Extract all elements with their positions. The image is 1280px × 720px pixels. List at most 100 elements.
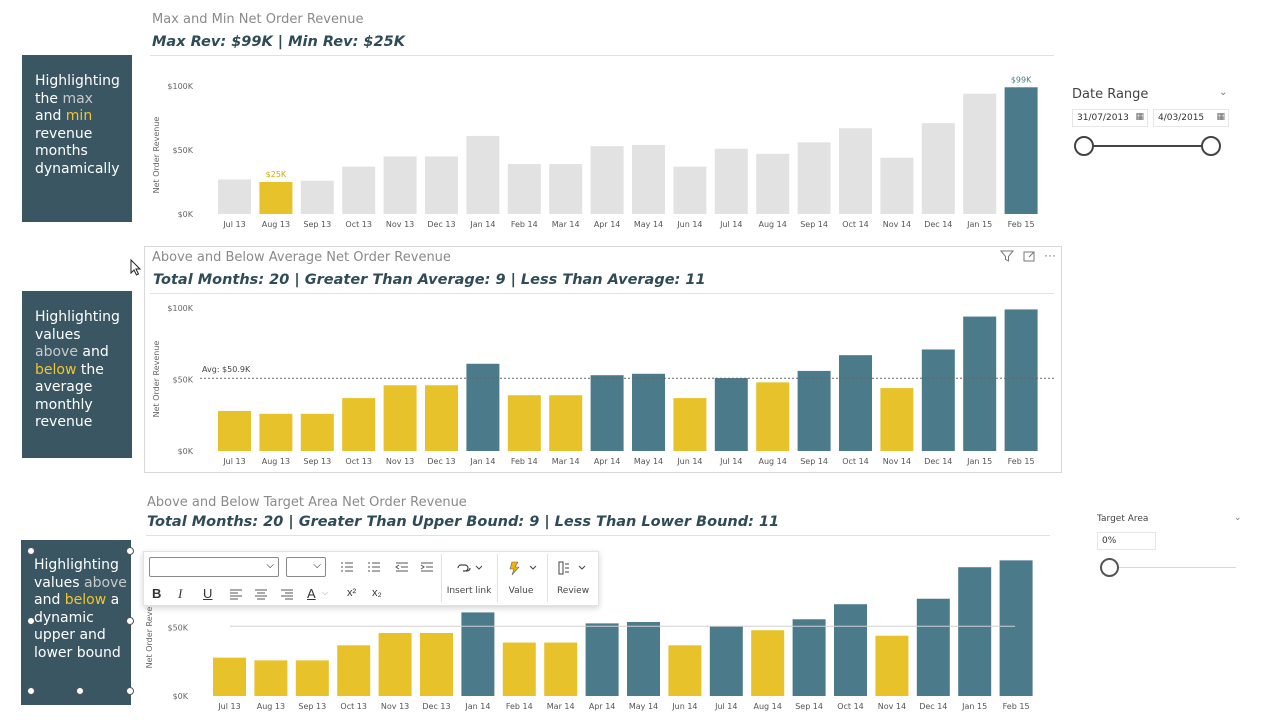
info-text-line: revenue [35, 126, 132, 144]
superscript-button[interactable]: x² [347, 587, 357, 599]
x-tick-label: Jul 13 [217, 702, 240, 711]
bold-button[interactable]: B [152, 586, 162, 601]
font-family-select[interactable]: ⌵ [149, 557, 279, 577]
x-tick-label: Sep 13 [303, 220, 331, 229]
calendar-icon[interactable]: ▦ [1135, 112, 1144, 122]
review-label[interactable]: Review [556, 586, 590, 596]
dynamic-value-icon[interactable] [508, 560, 538, 576]
decrease-indent-icon[interactable] [395, 561, 409, 573]
bar-jun-14 [668, 645, 702, 696]
bar-nov-13 [378, 632, 412, 696]
align-left-icon[interactable] [229, 588, 243, 600]
min-data-label: $25K [266, 170, 287, 179]
bar-oct-13 [337, 645, 371, 696]
chart2-frame[interactable] [144, 246, 1062, 473]
more-options-icon[interactable]: ··· [1044, 248, 1056, 262]
target-slider-handle[interactable] [1100, 558, 1119, 577]
y-tick-label: $50K [172, 146, 193, 155]
value-label[interactable]: Value [508, 586, 534, 596]
start-date-input[interactable]: 31/07/2013 ▦ [1072, 109, 1148, 127]
chevron-down-icon[interactable]: ⌄ [1219, 87, 1228, 98]
divider [150, 55, 1054, 56]
bar-sep-13 [295, 660, 329, 696]
x-tick-label: Aug 14 [754, 702, 782, 711]
bar-sep-13 [300, 180, 334, 214]
x-tick-label: Oct 14 [842, 220, 869, 229]
bar-nov-14 [880, 157, 914, 214]
info-text-line: revenue [35, 414, 132, 432]
x-tick-label: Jul 14 [719, 457, 742, 466]
x-tick-label: Dec 13 [427, 457, 455, 466]
subscript-button[interactable]: x₂ [372, 587, 382, 599]
align-center-icon[interactable] [254, 588, 268, 600]
increase-indent-icon[interactable] [420, 561, 434, 573]
info-text-segment: above [83, 574, 127, 591]
info-text-line: values [35, 327, 132, 345]
chevron-down-icon[interactable]: ⌵ [322, 588, 329, 597]
link-icon[interactable] [456, 562, 486, 574]
bar-may-14 [632, 373, 665, 451]
info-text-segment: and [77, 344, 109, 360]
x-tick-label: Aug 14 [759, 220, 787, 229]
filter-icon[interactable] [1000, 249, 1014, 263]
date-slider-start-handle[interactable] [1074, 136, 1094, 156]
insert-link-label[interactable]: Insert link [446, 586, 492, 596]
font-size-select[interactable]: ⌵ [286, 557, 326, 577]
bar-apr-14 [590, 146, 624, 214]
bar-apr-14 [585, 623, 619, 696]
chart1-title: Max and Min Net Order Revenue [152, 12, 364, 27]
bar-feb-14 [507, 395, 541, 451]
resize-handle[interactable] [126, 547, 134, 555]
bar-jun-14 [673, 398, 707, 451]
italic-button[interactable]: I [178, 586, 183, 601]
numbered-list-icon[interactable] [367, 561, 381, 573]
bar-aug-13 [259, 413, 293, 451]
target-area-value: 0% [1102, 536, 1117, 546]
info-text-segment: dynamic [34, 609, 94, 626]
chevron-down-icon[interactable]: ⌄ [1234, 512, 1242, 522]
x-tick-label: Jul 14 [714, 702, 737, 711]
x-tick-label: Jun 14 [671, 702, 697, 711]
resize-handle[interactable] [126, 617, 134, 625]
calendar-icon[interactable]: ▦ [1216, 112, 1225, 122]
x-tick-label: Sep 14 [800, 457, 828, 466]
target-area-input[interactable]: 0% [1097, 532, 1156, 550]
underline-button[interactable]: U [203, 586, 213, 601]
bullet-list-icon[interactable] [340, 561, 354, 573]
review-icon[interactable] [558, 561, 588, 575]
info-text-segment: values [34, 574, 84, 591]
end-date-input[interactable]: 4/03/2015 ▦ [1153, 109, 1229, 127]
resize-handle[interactable] [27, 687, 35, 695]
focus-mode-icon[interactable] [1023, 250, 1036, 263]
info-text-segment: monthly [35, 396, 93, 413]
info-text-line: Highlighting [34, 557, 131, 575]
y-tick-label: $50K [172, 376, 193, 385]
target-slider-track[interactable] [1110, 567, 1236, 568]
info-text-line: Highlighting [35, 73, 132, 91]
chart2-subtitle: Total Months: 20 | Greater Than Average:… [153, 272, 706, 288]
date-slider-track[interactable] [1084, 145, 1211, 147]
x-tick-label: Feb 15 [1008, 457, 1035, 466]
bar-jul-13 [218, 410, 251, 451]
bar-mar-14 [549, 395, 583, 451]
font-color-button[interactable]: A [307, 586, 316, 601]
resize-handle[interactable] [27, 547, 35, 555]
x-tick-label: Nov 13 [386, 457, 414, 466]
resize-handle[interactable] [76, 687, 84, 695]
y-tick-label: $0K [173, 692, 189, 701]
info-box-target-area[interactable]: Highlighting values above and below a dynam… [21, 540, 131, 705]
chart1-subtitle: Max Rev: $99K | Min Rev: $25K [152, 34, 405, 50]
resize-handle[interactable] [126, 687, 134, 695]
date-slider-end-handle[interactable] [1201, 136, 1221, 156]
bar-aug-14 [756, 382, 790, 451]
x-tick-label: Jan 15 [966, 220, 992, 229]
average-label: Avg: $50.9K [202, 365, 251, 374]
resize-handle[interactable] [27, 617, 35, 625]
toolbar-separator [441, 554, 442, 602]
bar-oct-14 [839, 355, 872, 451]
x-tick-label: Nov 14 [883, 457, 911, 466]
align-right-icon[interactable] [280, 588, 294, 600]
x-tick-label: May 14 [634, 457, 663, 466]
x-tick-label: Apr 14 [594, 220, 621, 229]
more-options-icon[interactable]: ··· [112, 533, 124, 547]
